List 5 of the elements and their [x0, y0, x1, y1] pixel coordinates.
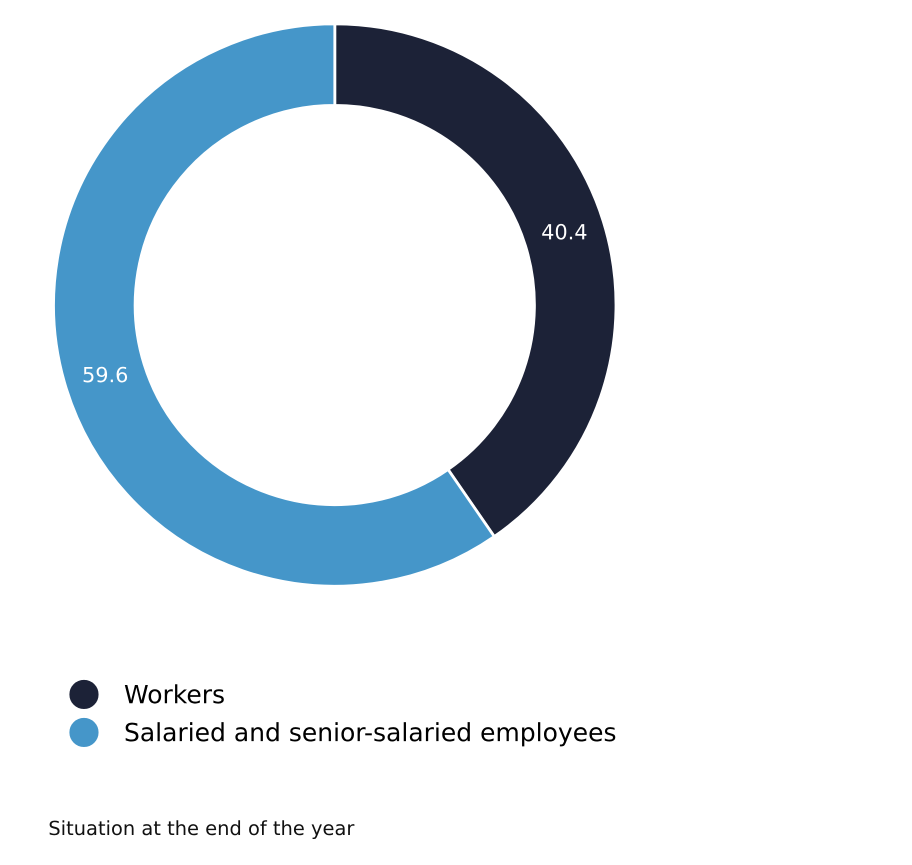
text: Situation at the end of the year: [50, 820, 354, 840]
data-label: 59.6: [84, 366, 128, 382]
legend-label: Workers: [124, 684, 224, 704]
data-label: 40.4: [542, 224, 586, 240]
legend-label: Salaried and senior-salaried employees: [126, 722, 616, 746]
